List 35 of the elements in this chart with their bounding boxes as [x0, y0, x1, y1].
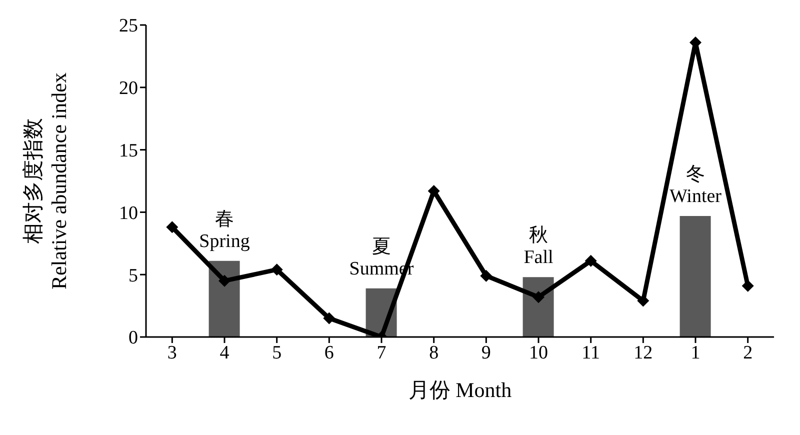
- y-tick-label: 0: [128, 328, 138, 349]
- y-tick-label: 25: [119, 16, 138, 37]
- point: [270, 264, 283, 276]
- y-tick-label: 5: [128, 265, 138, 286]
- point: [218, 274, 230, 287]
- x-axis-title: 月份 Month: [408, 378, 512, 402]
- x-tick-label: 4: [220, 342, 230, 364]
- x-tick-label: 11: [582, 342, 600, 364]
- y-tick-label: 20: [119, 78, 138, 100]
- point: [532, 291, 544, 304]
- point: [428, 184, 440, 197]
- x-tick-label: 8: [429, 342, 439, 364]
- y-tick-label: 15: [119, 140, 138, 162]
- x-tick-label: 2: [743, 342, 753, 364]
- point: [584, 254, 597, 267]
- point: [742, 280, 754, 292]
- x-tick-label: 9: [481, 342, 491, 364]
- annotation: 冬 Winter: [670, 164, 722, 207]
- point: [323, 312, 336, 324]
- x-tick-label: 6: [324, 342, 334, 364]
- x-tick-label: 7: [376, 342, 386, 364]
- x-tick-label: 10: [529, 342, 548, 364]
- y-axis-title: 相对多度指数 Relative abundance index: [21, 72, 71, 290]
- annotation: 春 Spring: [199, 208, 250, 252]
- point: [480, 270, 492, 282]
- x-tick-label: 5: [272, 342, 282, 364]
- point: [166, 221, 178, 234]
- y-tick-label: 10: [119, 202, 138, 224]
- x-tick-label: 12: [634, 342, 653, 364]
- bar: [680, 216, 711, 337]
- x-tick-label: 3: [167, 342, 177, 364]
- bar: [208, 260, 240, 337]
- x-tick-label: 1: [690, 342, 700, 364]
- point: [637, 294, 650, 307]
- annotation: 秋 Fall: [524, 225, 554, 268]
